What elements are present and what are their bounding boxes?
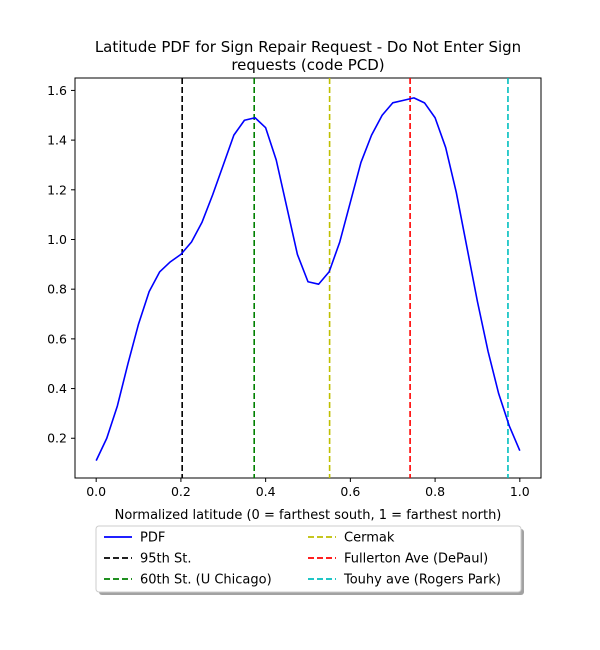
x-axis-ticks: 0.0 0.2 0.4 0.6 0.8 1.0 <box>86 478 530 499</box>
x-tick-label-5: 1.0 <box>510 484 530 499</box>
y-tick-label-6: 1.4 <box>47 133 67 148</box>
x-tick-label-4: 0.8 <box>425 484 445 499</box>
x-tick-label-1: 0.2 <box>171 484 191 499</box>
legend: PDF 95th St. 60th St. (U Chicago) Cermak Ful… <box>95 525 524 595</box>
legend-items: PDF 95th St. 60th St. (U Chicago) Cermak Ful… <box>104 531 501 588</box>
y-tick-label-5: 1.2 <box>47 182 67 197</box>
legend-label-0: PDF <box>140 531 165 546</box>
legend-box <box>95 525 522 593</box>
y-tick-label-1: 0.4 <box>47 381 67 396</box>
legend-label-3: Cermak <box>344 531 395 546</box>
x-tick-label-2: 0.4 <box>256 484 276 499</box>
y-axis-ticks: 0.2 0.4 0.6 0.8 1.0 1.2 1.4 1.6 <box>47 83 75 446</box>
x-tick-label-0: 0.0 <box>86 484 106 499</box>
x-axis-label: Normalized latitude (0 = farthest south,… <box>115 508 502 523</box>
y-tick-label-0: 0.2 <box>47 431 67 446</box>
y-tick-label-4: 1.0 <box>47 232 67 247</box>
chart-title-line-2: requests (code PCD) <box>231 56 384 74</box>
legend-label-2: 60th St. (U Chicago) <box>140 573 272 588</box>
legend-label-5: Touhy ave (Rogers Park) <box>343 573 501 588</box>
y-tick-label-7: 1.6 <box>47 83 67 98</box>
x-tick-label-3: 0.6 <box>340 484 360 499</box>
plot-area <box>74 77 542 479</box>
chart-title-line-1: Latitude PDF for Sign Repair Request - D… <box>95 38 521 56</box>
y-tick-label-2: 0.6 <box>47 331 67 346</box>
legend-label-4: Fullerton Ave (DePaul) <box>344 552 488 567</box>
reference-lines <box>181 78 509 478</box>
y-tick-label-3: 0.8 <box>47 282 67 297</box>
series-line-0 <box>95 97 521 461</box>
legend-label-1: 95th St. <box>140 552 192 567</box>
series-group <box>95 97 521 461</box>
